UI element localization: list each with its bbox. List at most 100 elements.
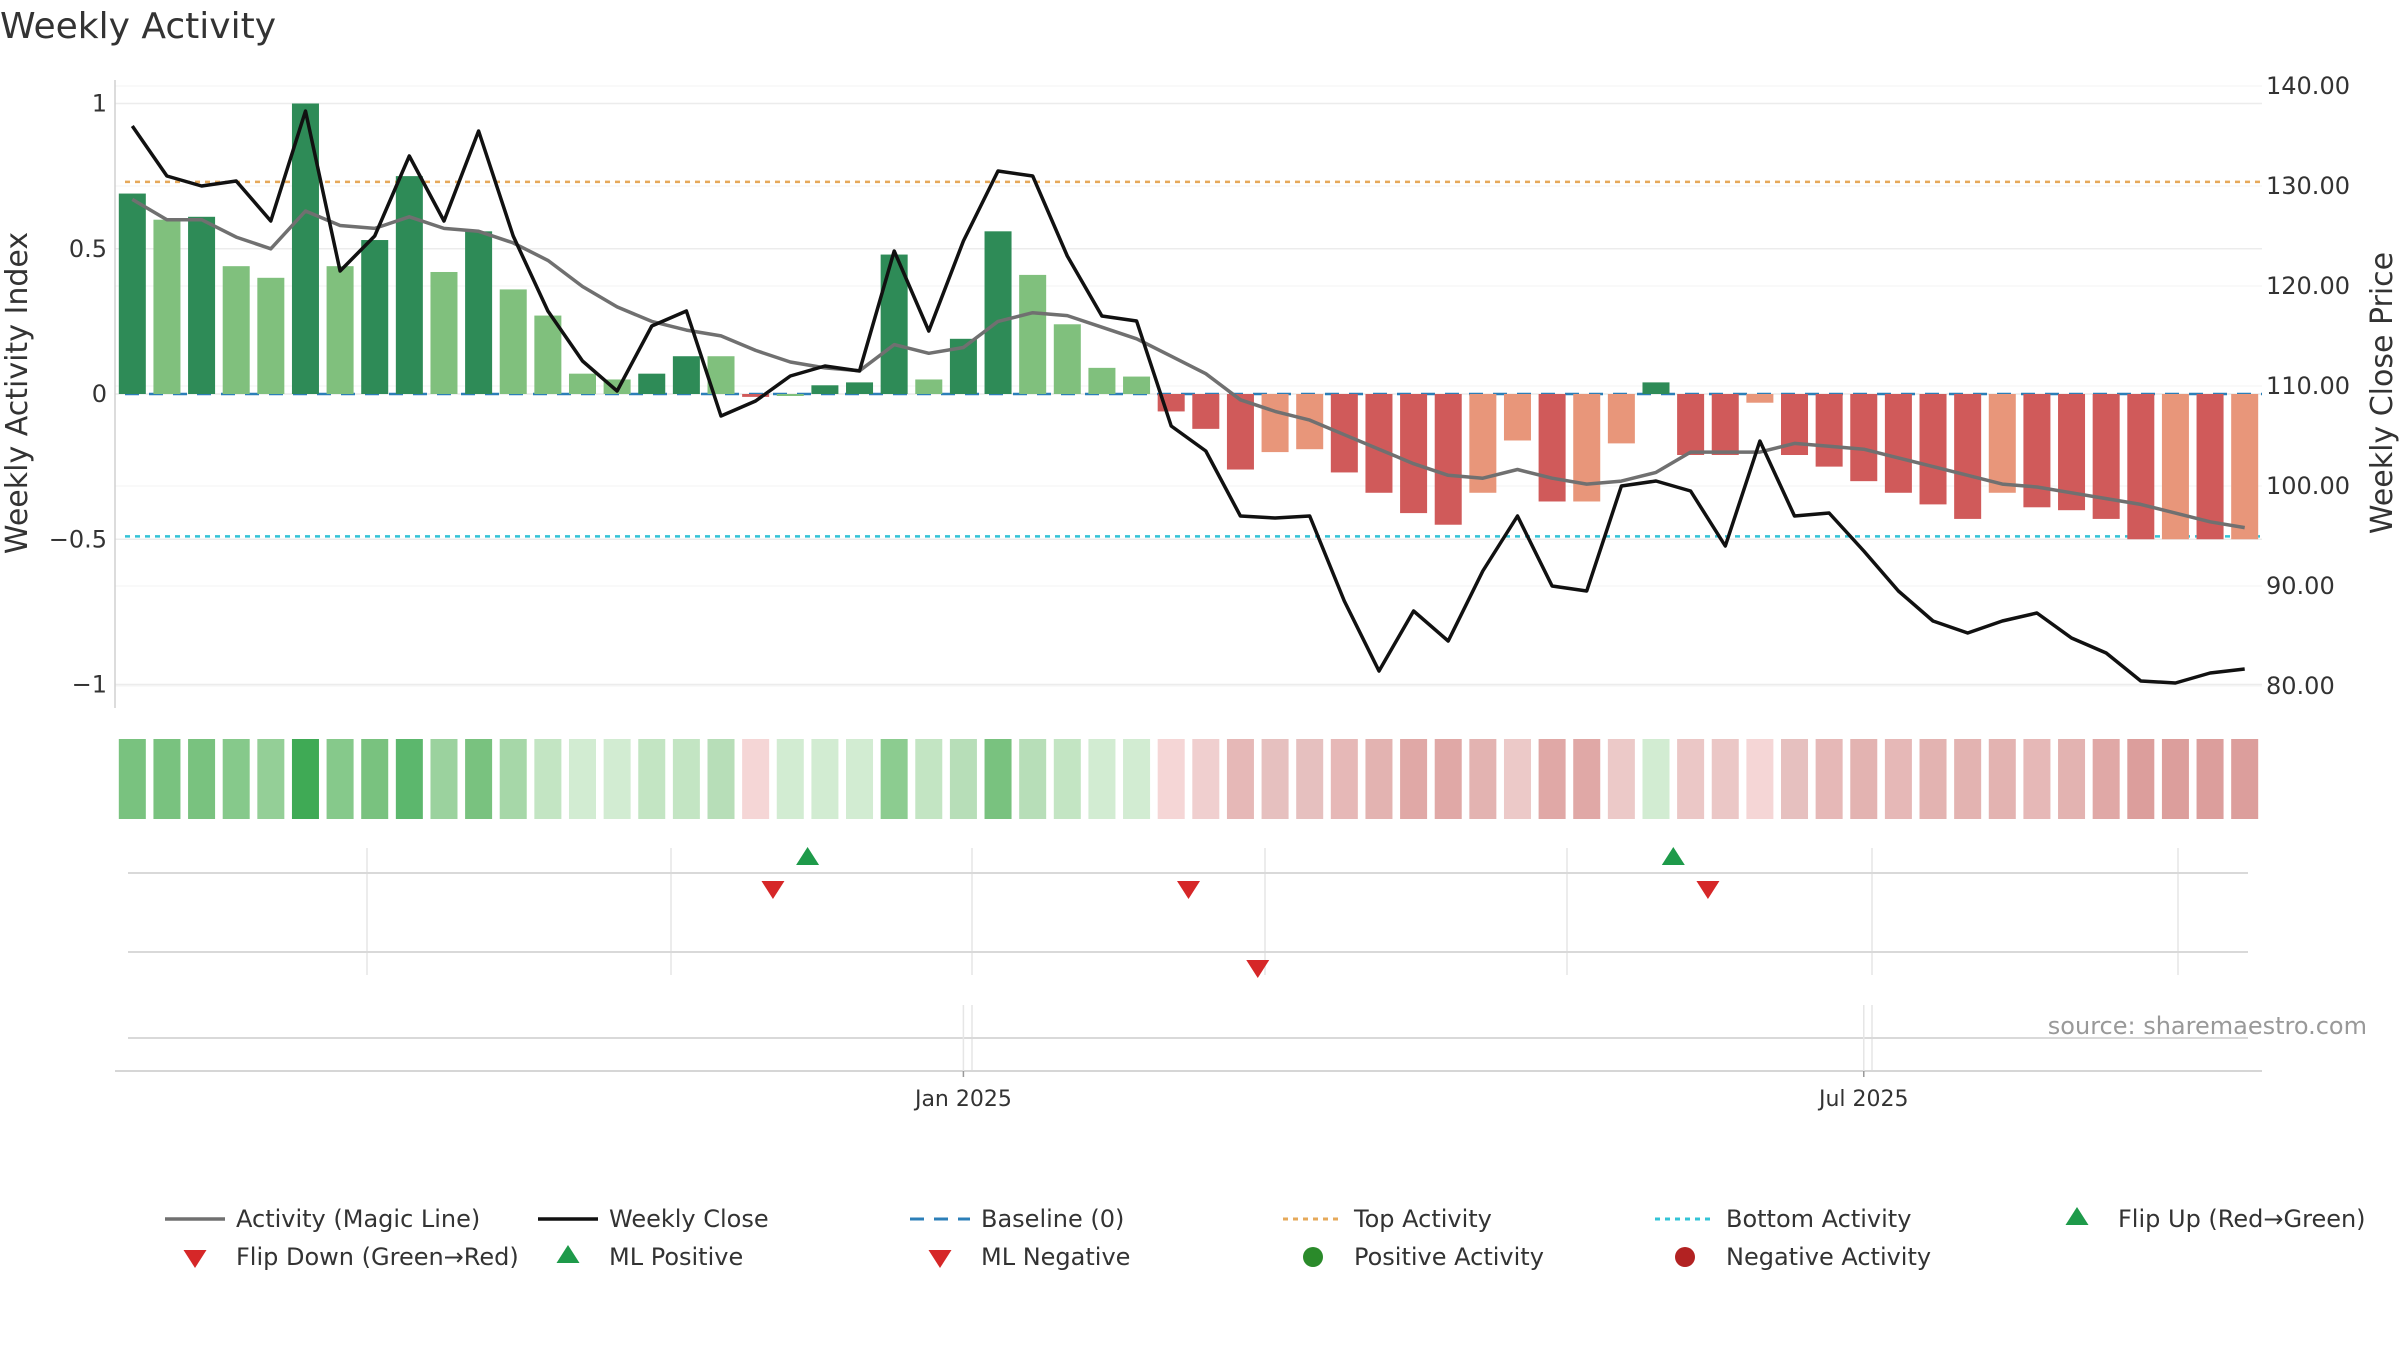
heat-cell (465, 739, 493, 819)
heat-cell (776, 739, 804, 819)
flip-up-marker (796, 847, 820, 865)
activity-bar (1192, 394, 1220, 429)
heat-cell (603, 739, 631, 819)
right-y-axis: 140.00 130.00 120.00 110.00 100.00 90.00 80.00 (2266, 72, 2350, 700)
activity-bar (1365, 394, 1393, 493)
activity-bar (1226, 394, 1254, 470)
magic-line-series (131, 197, 2245, 530)
activity-bar (534, 315, 562, 394)
heat-cell (707, 739, 735, 819)
legend-circle-icon (1303, 1247, 1323, 1267)
heat-cell (1330, 739, 1358, 819)
legend-triangle-up-icon (556, 1245, 580, 1263)
activity-bar (430, 271, 458, 394)
activity-bar (776, 394, 804, 396)
date-axis: Jan 2025 Jul 2025 (913, 1005, 1909, 1112)
activity-bar (1053, 324, 1081, 394)
heat-cell (1573, 739, 1601, 819)
series-lines (130, 109, 2245, 685)
legend-item: Bottom Activity (1655, 1205, 1911, 1233)
heat-cell (2161, 739, 2189, 819)
activity-bar (395, 176, 423, 394)
heat-cell (1123, 739, 1151, 819)
y2-tick-label: 80.00 (2266, 672, 2335, 700)
heat-cell (2058, 739, 2086, 819)
activity-bar (984, 231, 1012, 394)
heat-cell (984, 739, 1012, 819)
legend-label: Positive Activity (1354, 1243, 1544, 1271)
legend-label: Flip Up (Red→Green) (2118, 1205, 2366, 1233)
y-axis-label: Weekly Activity Index (0, 232, 35, 554)
heat-cell (1469, 739, 1497, 819)
heat-cell (361, 739, 389, 819)
heat-cell (1400, 739, 1428, 819)
legend-triangle-down-icon (183, 1250, 207, 1268)
heat-cell (1019, 739, 1047, 819)
legend-label: Activity (Magic Line) (236, 1205, 480, 1233)
heat-cell (2127, 739, 2155, 819)
activity-bar (499, 289, 527, 394)
activity-heat-strip (118, 739, 2259, 819)
heat-cell (1988, 739, 2016, 819)
flip-up-marker (1661, 847, 1685, 865)
y2-tick-label: 100.00 (2266, 472, 2350, 500)
activity-bar (1850, 394, 1878, 482)
activity-bar (1123, 376, 1151, 394)
legend-triangle-up-icon (2065, 1207, 2089, 1225)
activity-bar (2161, 394, 2189, 540)
left-y-axis: 1 0.5 0 −0.5 −1 (49, 90, 107, 699)
activity-bar (1607, 394, 1635, 444)
activity-bar (1815, 394, 1843, 467)
heat-cell (1919, 739, 1947, 819)
activity-bar (257, 277, 285, 394)
heat-cell (1296, 739, 1324, 819)
activity-bar (2231, 394, 2259, 540)
heat-cell (1954, 739, 1982, 819)
activity-bar (1884, 394, 1912, 493)
legend-label: Negative Activity (1726, 1243, 1931, 1271)
heat-cell (846, 739, 874, 819)
legend-label: ML Positive (609, 1243, 743, 1271)
activity-bar (1954, 394, 1982, 519)
activity-bar (118, 193, 146, 394)
legend-item: Top Activity (1283, 1205, 1492, 1233)
activity-bar (846, 382, 874, 394)
legend-label: Weekly Close (609, 1205, 769, 1233)
legend-item: ML Positive (556, 1243, 743, 1271)
activity-bar (222, 266, 250, 394)
heat-cell (118, 739, 146, 819)
flip-down-marker (761, 881, 785, 899)
legend-label: Baseline (0) (981, 1205, 1124, 1233)
legend-label: Bottom Activity (1726, 1205, 1911, 1233)
heat-cell (499, 739, 527, 819)
y-tick-label: −0.5 (49, 525, 107, 553)
heat-cell (1850, 739, 1878, 819)
legend-item: Weekly Close (538, 1205, 769, 1233)
heat-cell (568, 739, 596, 819)
legend-triangle-down-icon (928, 1250, 952, 1268)
y2-tick-label: 120.00 (2266, 272, 2350, 300)
activity-bar (465, 231, 493, 394)
heat-cell (153, 739, 181, 819)
activity-bar (1088, 367, 1116, 394)
activity-bar (1919, 394, 1947, 505)
flip-down-marker (1696, 881, 1720, 899)
flip-event-panels (115, 847, 2262, 1072)
legend-item: Flip Down (Green→Red) (183, 1243, 519, 1271)
weekly-close-series (130, 109, 2245, 685)
legend-label: Top Activity (1353, 1205, 1492, 1233)
y-tick-label: 0 (92, 380, 107, 408)
legend: Activity (Magic Line) Weekly Close Baselin… (165, 1205, 2366, 1271)
activity-bar (153, 219, 181, 394)
activity-bar (1677, 394, 1705, 456)
chart-title: Weekly Activity (0, 6, 276, 47)
activity-bar (326, 266, 354, 394)
heat-cell (326, 739, 354, 819)
heat-cell (638, 739, 666, 819)
y-tick-label: −1 (72, 671, 107, 699)
activity-bar (188, 216, 216, 394)
heat-cell (1192, 739, 1220, 819)
heat-cell (1226, 739, 1254, 819)
heat-cell (1538, 739, 1566, 819)
date-tick-label: Jul 2025 (1817, 1087, 1909, 1112)
